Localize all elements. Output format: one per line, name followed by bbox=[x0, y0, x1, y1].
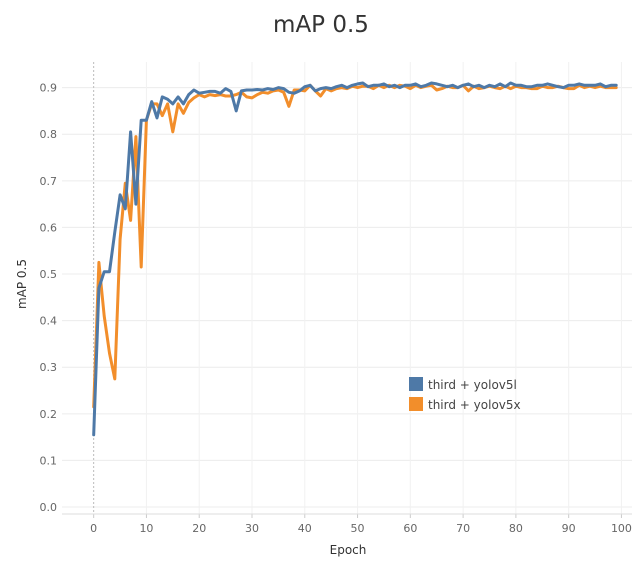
x-tick-label: 70 bbox=[456, 522, 470, 535]
y-tick-label: 0.5 bbox=[40, 268, 58, 281]
series-line-1 bbox=[92, 81, 618, 437]
x-tick-label: 100 bbox=[611, 522, 632, 535]
y-tick-label: 0.3 bbox=[40, 361, 58, 374]
y-axis-ticks: 0.0 0.1 0.2 0.3 0.4 0.5 0.6 0.7 0.8 0.9 bbox=[40, 82, 58, 514]
legend-label: third + yolov5x bbox=[428, 398, 521, 412]
x-tick-label: 60 bbox=[403, 522, 417, 535]
x-axis-label: Epoch bbox=[330, 543, 367, 557]
x-tick-label: 30 bbox=[245, 522, 259, 535]
legend-label: third + yolov5l bbox=[428, 378, 517, 392]
chart-title: mAP 0.5 bbox=[273, 12, 369, 38]
legend-swatch bbox=[409, 377, 423, 391]
y-tick-label: 0.4 bbox=[40, 315, 58, 328]
y-tick-label: 0.8 bbox=[40, 128, 58, 141]
y-tick-label: 0.7 bbox=[40, 175, 58, 188]
y-tick-label: 0.9 bbox=[40, 82, 58, 95]
legend: third + yolov5l third + yolov5x bbox=[409, 377, 521, 412]
series-line-2 bbox=[92, 83, 618, 409]
x-tick-label: 80 bbox=[509, 522, 523, 535]
x-axis-ticks: 0 10 20 30 40 50 60 70 80 90 100 bbox=[90, 514, 632, 535]
legend-swatch bbox=[409, 397, 423, 411]
series-lines bbox=[92, 81, 618, 437]
y-axis-label: mAP 0.5 bbox=[15, 259, 29, 309]
x-tick-label: 20 bbox=[192, 522, 206, 535]
y-tick-label: 0.1 bbox=[40, 454, 58, 467]
x-tick-label: 50 bbox=[351, 522, 365, 535]
x-tick-label: 40 bbox=[298, 522, 312, 535]
y-tick-label: 0.2 bbox=[40, 408, 58, 421]
x-tick-label: 10 bbox=[139, 522, 153, 535]
x-tick-label: 0 bbox=[90, 522, 97, 535]
y-tick-label: 0.0 bbox=[40, 501, 58, 514]
y-tick-label: 0.6 bbox=[40, 221, 58, 234]
x-tick-label: 90 bbox=[562, 522, 576, 535]
